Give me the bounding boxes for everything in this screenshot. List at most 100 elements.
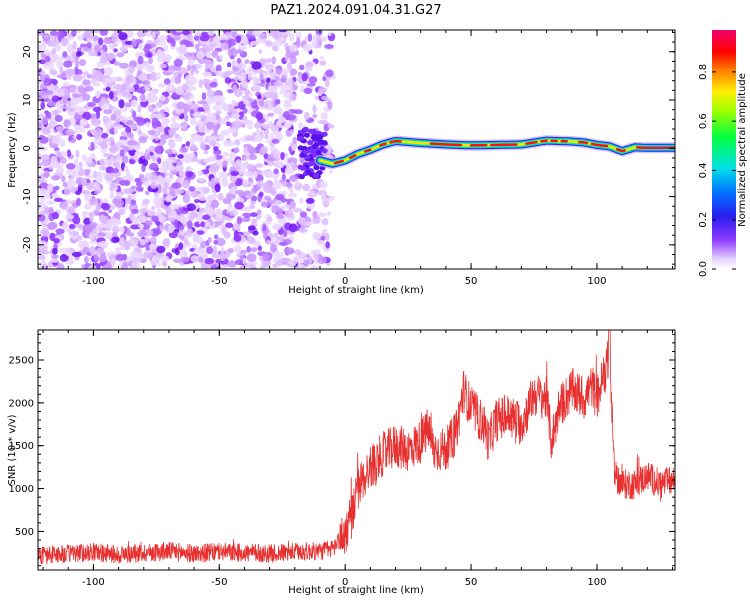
noise-blob: [280, 151, 285, 161]
noise-blob: [294, 249, 302, 256]
noise-blob: [281, 257, 291, 263]
noise-blob: [240, 217, 251, 223]
noise-blob: [233, 148, 240, 154]
noise-blob: [255, 112, 264, 121]
colorbar-label: Normalized spectral amplitude: [737, 73, 748, 227]
noise-blob: [122, 145, 130, 153]
noise-blob: [247, 73, 253, 78]
noise-blob: [179, 147, 189, 153]
noise-blob: [207, 237, 212, 244]
noise-blob: [65, 68, 75, 74]
noise-blob: [136, 87, 146, 94]
noise-blob: [157, 157, 162, 164]
noise-blob: [251, 195, 258, 202]
noise-blob: [219, 54, 224, 60]
noise-blob: [131, 38, 137, 48]
noise-blob: [135, 186, 144, 192]
noise-blob: [74, 69, 83, 76]
noise-blob: [291, 51, 297, 58]
noise-blob: [118, 209, 126, 216]
noise-blob: [194, 30, 201, 37]
noise-blob: [105, 86, 111, 92]
noise-blob: [109, 137, 115, 143]
noise-blob: [288, 81, 294, 91]
noise-blob: [184, 197, 191, 203]
noise-blob: [235, 35, 242, 43]
y-tick-label: -20: [22, 237, 33, 253]
noise-blob: [180, 44, 186, 53]
noise-blob: [229, 55, 235, 60]
noise-blob: [65, 163, 76, 170]
noise-blob: [183, 103, 192, 112]
noise-blob: [312, 134, 319, 140]
noise-blob: [246, 122, 253, 130]
ridge-peak: [578, 140, 589, 145]
noise-blob: [215, 237, 226, 247]
noise-blob: [198, 256, 204, 264]
noise-blob: [269, 133, 274, 140]
noise-blob: [321, 131, 328, 137]
snr-y-axis-label: SNR (10 * v/v): [7, 414, 18, 485]
spectrogram-ridge: [314, 135, 675, 170]
noise-blob: [230, 171, 240, 177]
noise-blob: [312, 113, 318, 119]
noise-blob: [180, 256, 190, 263]
noise-blob: [181, 30, 191, 36]
noise-blob: [315, 150, 322, 155]
noise-blob: [120, 116, 129, 123]
spectrogram-frame: [37, 29, 676, 270]
noise-blob: [266, 77, 271, 84]
noise-blob: [176, 101, 185, 110]
noise-blob: [127, 194, 132, 201]
noise-blob: [48, 61, 54, 71]
noise-blob: [157, 83, 166, 88]
spectrogram-x-ticks: -100 -50 0 50 100: [42, 30, 673, 287]
noise-blob: [78, 161, 83, 169]
noise-blob: [119, 62, 129, 69]
noise-blob: [237, 44, 248, 51]
noise-blob: [83, 71, 89, 76]
noise-blob: [168, 128, 177, 136]
noise-blob: [86, 182, 96, 190]
noise-blob: [149, 162, 159, 171]
noise-blob: [61, 104, 65, 109]
noise-blob: [41, 161, 49, 166]
noise-blob: [83, 169, 90, 176]
ridge-peak: [333, 159, 344, 165]
noise-blob: [278, 37, 285, 42]
noise-blob: [177, 154, 184, 159]
noise-blob: [231, 121, 237, 129]
noise-blob: [206, 246, 214, 255]
noise-blob: [265, 40, 272, 47]
noise-blob: [55, 167, 65, 174]
noise-blob: [222, 160, 228, 168]
noise-blob: [211, 50, 219, 58]
noise-blob: [51, 123, 57, 127]
noise-blob: [202, 71, 213, 77]
noise-blob: [38, 248, 41, 255]
noise-blob: [86, 74, 92, 79]
noise-blob: [61, 201, 68, 211]
noise-blob: [212, 245, 218, 255]
noise-blob: [201, 92, 207, 101]
noise-blob: [101, 202, 111, 211]
noise-blob: [198, 124, 206, 133]
noise-blob: [168, 140, 176, 149]
noise-blob: [139, 42, 143, 51]
noise-blob: [124, 187, 134, 195]
noise-blob: [157, 262, 162, 267]
noise-blob: [282, 190, 288, 197]
noise-blob: [71, 251, 82, 258]
noise-blob: [302, 126, 309, 132]
noise-blob: [79, 118, 88, 127]
noise-blob: [109, 155, 115, 163]
noise-blob: [317, 134, 323, 140]
noise-blob: [104, 233, 111, 240]
noise-blob: [62, 81, 69, 87]
noise-blob: [45, 200, 56, 205]
noise-blob: [110, 181, 118, 191]
noise-blob: [321, 140, 328, 146]
noise-blob: [206, 96, 216, 104]
noise-blob: [122, 253, 128, 261]
noise-blob: [147, 209, 154, 217]
